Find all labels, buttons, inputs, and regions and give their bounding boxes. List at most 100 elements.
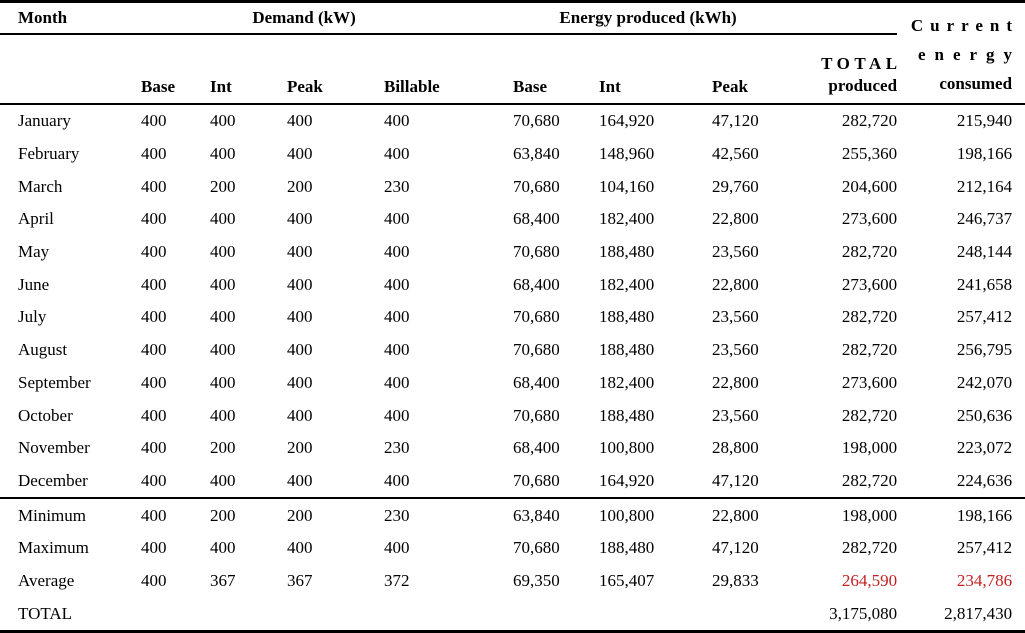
cell-demand-billable: 230 <box>384 438 410 458</box>
cell-energy-int: 165,407 <box>599 570 655 590</box>
table-row: February 400 400 400 400 63,840 148,960 … <box>0 138 1025 171</box>
table-row: January 400 400 400 400 70,680 164,920 4… <box>0 104 1025 138</box>
table-row: October 400 400 400 400 70,680 188,480 2… <box>0 399 1025 432</box>
cell-demand-peak: 400 <box>287 209 313 229</box>
cell-energy-int: 164,920 <box>599 470 655 490</box>
cell-demand-billable: 400 <box>384 274 410 294</box>
total-produced-header: TOTAL produced <box>797 34 898 105</box>
cell-current-consumed: 242,070 <box>956 372 1013 392</box>
cell-demand-base: 400 <box>141 242 167 262</box>
cell-total-produced: 204,600 <box>841 176 898 196</box>
cell-demand-peak: 400 <box>287 470 313 490</box>
cell-row-label: January <box>18 111 71 131</box>
cell-demand-int: 400 <box>210 340 236 360</box>
table-row: May 400 400 400 400 70,680 188,480 23,56… <box>0 236 1025 269</box>
cell-demand-int: 400 <box>210 209 236 229</box>
cell-energy-peak: 47,120 <box>712 538 759 558</box>
cell-current-consumed: 257,412 <box>956 307 1013 327</box>
cell-energy-peak: 29,833 <box>712 570 759 590</box>
cell-current-consumed: 223,072 <box>956 438 1013 458</box>
cell-energy-base: 70,680 <box>513 111 560 131</box>
cell-demand-billable: 400 <box>384 144 410 164</box>
cell-demand-billable: 400 <box>384 470 410 490</box>
cell-energy-base: 63,840 <box>513 497 600 532</box>
cell-total-produced: 198,000 <box>841 438 898 458</box>
demand-billable-header: Billable <box>384 34 514 105</box>
cell-demand-peak: 400 <box>287 372 313 392</box>
cell-demand-int: 400 <box>210 144 236 164</box>
energy-peak-header: Peak <box>712 34 798 105</box>
cell-energy-base <box>513 597 599 631</box>
cell-demand-peak: 400 <box>287 340 313 360</box>
cell-demand-base: 400 <box>141 111 167 131</box>
cell-total-produced: 198,000 <box>797 497 898 532</box>
cell-energy-int: 100,800 <box>599 438 655 458</box>
cell-row-label: Minimum <box>0 497 141 532</box>
cell-total-produced: 273,600 <box>841 274 898 294</box>
cell-energy-peak: 47,120 <box>712 470 759 490</box>
cell-demand-int: 200 <box>210 497 287 532</box>
cell-row-label: Average <box>18 570 75 590</box>
cell-energy-int: 188,480 <box>599 307 655 327</box>
cell-energy-int: 188,480 <box>599 405 655 425</box>
cell-demand-billable: 400 <box>384 340 410 360</box>
cell-energy-base: 70,680 <box>513 176 560 196</box>
cell-row-label: June <box>18 274 50 294</box>
cell-demand-int: 367 <box>210 570 236 590</box>
cell-current-consumed: 224,636 <box>956 470 1013 490</box>
cell-demand-peak: 400 <box>287 242 313 262</box>
demand-peak-header: Peak <box>287 34 384 105</box>
energy-base-header: Base <box>513 34 600 105</box>
cell-total-produced: 282,720 <box>841 242 898 262</box>
cell-demand-base: 400 <box>141 470 167 490</box>
cell-demand-peak: 400 <box>287 405 313 425</box>
table-body: January 400 400 400 400 70,680 164,920 4… <box>0 104 1025 632</box>
cell-demand-billable: 400 <box>384 209 410 229</box>
cell-total-produced: 282,720 <box>841 470 898 490</box>
cell-energy-peak: 22,800 <box>712 497 798 532</box>
table-row: Minimum 400 200 200 230 63,840 100,800 2… <box>0 497 1025 532</box>
cell-energy-peak <box>712 597 797 631</box>
cell-energy-peak: 22,800 <box>712 274 759 294</box>
cell-demand-base: 400 <box>141 144 167 164</box>
cell-demand-billable: 372 <box>384 570 410 590</box>
cell-energy-peak: 28,800 <box>712 438 759 458</box>
cell-energy-int: 182,400 <box>599 372 655 392</box>
cell-row-label: TOTAL <box>18 603 73 623</box>
cell-demand-int: 400 <box>210 274 236 294</box>
table-row: Average 400 367 367 372 69,350 165,407 2… <box>0 565 1025 598</box>
cell-total-produced: 282,720 <box>841 405 898 425</box>
cell-demand-base: 400 <box>141 538 167 558</box>
cell-energy-base: 68,400 <box>513 438 560 458</box>
cell-current-consumed: 241,658 <box>956 274 1013 294</box>
cell-demand-base: 400 <box>141 570 167 590</box>
cell-energy-int: 182,400 <box>599 209 655 229</box>
energy-int-header: Int <box>599 34 713 105</box>
cell-demand-int: 200 <box>210 176 236 196</box>
table-row: November 400 200 200 230 68,400 100,800 … <box>0 432 1025 465</box>
demand-int-header: Int <box>210 34 287 105</box>
cell-energy-int: 188,480 <box>599 242 655 262</box>
cell-current-consumed: 198,166 <box>956 144 1013 164</box>
cell-demand-base: 400 <box>141 307 167 327</box>
cell-demand-int: 400 <box>210 538 236 558</box>
cell-row-label: July <box>18 307 47 327</box>
cell-total-produced: 264,590 <box>841 570 898 590</box>
table-row: Maximum 400 400 400 400 70,680 188,480 4… <box>0 532 1025 565</box>
current-energy-consumed-header: Current energy consumed <box>897 1 1025 105</box>
cell-energy-int <box>599 597 712 631</box>
cell-demand-peak: 400 <box>287 111 313 131</box>
cell-demand-int: 400 <box>210 405 236 425</box>
cell-demand-billable: 230 <box>384 176 410 196</box>
energy-produced-group-header: Energy produced (kWh) <box>513 1 798 35</box>
cell-total-produced: 273,600 <box>841 372 898 392</box>
cell-row-label: September <box>18 372 91 392</box>
cell-total-produced: 273,600 <box>841 209 898 229</box>
cell-demand-billable: 230 <box>384 497 514 532</box>
cell-energy-peak: 42,560 <box>712 144 759 164</box>
cell-current-consumed: 248,144 <box>956 242 1013 262</box>
cell-energy-peak: 23,560 <box>712 242 759 262</box>
cell-total-produced: 3,175,080 <box>829 603 898 623</box>
cell-row-label: Maximum <box>18 538 89 558</box>
